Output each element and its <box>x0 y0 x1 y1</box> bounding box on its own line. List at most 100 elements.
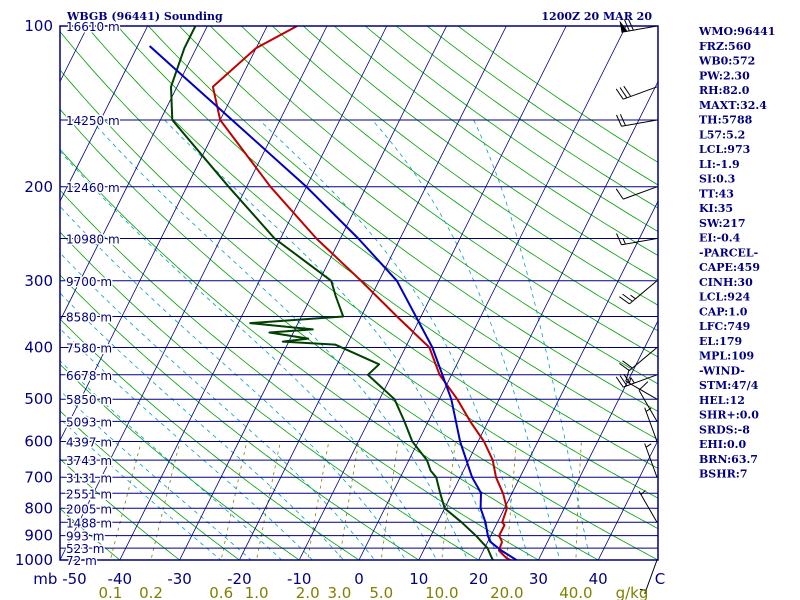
wind-barb-staff <box>644 559 658 594</box>
temperature-tick-label: -20 <box>227 570 252 588</box>
wind-barb-flag <box>623 85 632 97</box>
index-item: BRN:63.7 <box>699 453 758 466</box>
pressure-tick-label: 600 <box>24 433 53 451</box>
height-tick-label: 5093 m <box>66 415 112 429</box>
wind-barb-half-flag <box>622 238 626 245</box>
temperature-tick-label: -30 <box>167 570 192 588</box>
height-tick-label: 10980 m <box>66 233 120 247</box>
wind-barb-staff <box>621 238 658 246</box>
mixing-ratio-line <box>441 441 456 560</box>
wind-barb <box>619 18 658 33</box>
index-item: KI:35 <box>699 202 733 215</box>
index-item: FRZ:560 <box>699 40 751 53</box>
mixing-ratio-tick-label: 10.0 <box>425 584 458 600</box>
index-item: STM:47/4 <box>699 379 759 392</box>
isotherm-line <box>418 80 658 560</box>
dry-adiabat-line <box>60 189 540 560</box>
pressure-tick-label: 200 <box>24 178 53 196</box>
wind-barb <box>638 381 658 422</box>
moist-adiabat-line <box>60 360 283 560</box>
wind-barb-flag <box>622 293 633 302</box>
mixing-ratio-line <box>109 441 142 560</box>
temperature-unit-label: C <box>655 570 665 588</box>
mixing-ratio-tick-label: 0.2 <box>139 584 163 600</box>
wind-barb <box>616 114 658 127</box>
wind-barb-half-flag <box>630 294 636 300</box>
index-item: LFC:749 <box>699 320 750 333</box>
wind-barb-half-flag <box>645 407 652 412</box>
height-tick-label: 9700 m <box>66 275 112 289</box>
dry-adiabat-line <box>85 26 658 469</box>
temperature-tick-label: 20 <box>469 570 488 588</box>
height-tick-label: 3131 m <box>66 471 112 485</box>
mixing-ratio-tick-label: 40.0 <box>559 584 592 600</box>
height-tick-label: 7580 m <box>66 342 112 356</box>
pressure-tick-label: 1000 <box>15 551 53 569</box>
isotherm-line <box>60 26 268 442</box>
dry-adiabat-line <box>60 148 600 560</box>
wind-barb <box>615 373 658 388</box>
height-tick-label: 1488 m <box>66 516 112 530</box>
pressure-tick-label: 900 <box>24 527 53 545</box>
height-tick-label: 8580 m <box>66 311 112 325</box>
temperature-tick-label: -10 <box>287 570 312 588</box>
moist-adiabat-line <box>60 328 314 560</box>
pressure-tick-label: 800 <box>24 499 53 517</box>
wind-barb <box>644 407 658 442</box>
isotherm-line <box>60 26 328 560</box>
mixing-ratio-tick-label: 1.0 <box>245 584 269 600</box>
isotherm-line <box>478 200 658 560</box>
wind-barb-staff <box>623 86 658 100</box>
height-tick-label: 16610 m <box>66 20 120 34</box>
wind-barb-staff <box>638 389 658 422</box>
thermodynamic-background-lines <box>60 26 658 560</box>
wind-barb-flag <box>615 188 624 200</box>
index-item: LCL:973 <box>699 143 750 156</box>
height-tick-label: 14250 m <box>66 114 120 128</box>
wind-barb-flag <box>619 114 626 126</box>
mixing-ratio-line <box>150 441 181 560</box>
moist-adiabat-line <box>60 205 407 560</box>
wind-barb-flag <box>627 18 634 31</box>
temperature-tick-label: 0 <box>354 570 364 588</box>
mixing-ratio-line <box>220 441 248 560</box>
wind-barb-half-flag <box>639 588 647 591</box>
dry-adiabat-line <box>271 26 658 306</box>
wind-barb-flag <box>619 375 628 387</box>
height-tick-label: 12460 m <box>66 181 120 195</box>
mixing-ratio-tick-label: 3.0 <box>327 584 351 600</box>
wind-barbs <box>615 18 658 594</box>
index-item: -WIND- <box>699 364 745 377</box>
index-item: MPL:109 <box>699 350 754 363</box>
isotherm-line <box>597 439 658 560</box>
mixing-ratio-line <box>506 441 517 560</box>
dry-adiabat-line <box>60 274 420 560</box>
wind-barb-flag <box>623 19 630 32</box>
pressure-tick-label: 400 <box>24 339 53 357</box>
dry-adiabat-line <box>60 458 181 560</box>
wind-barb <box>615 85 658 100</box>
moist-adiabat-line <box>60 418 222 560</box>
wind-barb-staff <box>629 280 658 305</box>
index-item: CAPE:459 <box>699 261 760 274</box>
index-item: SRDS:-8 <box>699 423 750 436</box>
index-item: EHI:0.0 <box>699 438 746 451</box>
wind-barb-staff <box>625 380 658 400</box>
wind-barb-flag <box>638 381 649 391</box>
pressure-tick-label: 100 <box>24 17 53 35</box>
moist-adiabat-line <box>60 292 345 560</box>
index-item: EI:-0.4 <box>699 232 741 245</box>
index-item: SI:0.3 <box>699 173 735 186</box>
height-tick-label: 5850 m <box>66 393 112 407</box>
wind-barb-flag <box>616 233 622 246</box>
wind-barb-flag <box>615 376 624 388</box>
isotherm-line <box>60 26 148 203</box>
index-item: LCL:924 <box>699 291 751 304</box>
temperature-tick-label: 40 <box>589 570 608 588</box>
station-title: WBGB (96441) Sounding <box>66 10 223 23</box>
dry-adiabat-line <box>302 26 658 281</box>
mixing-ratio-tick-label: 5.0 <box>369 584 393 600</box>
